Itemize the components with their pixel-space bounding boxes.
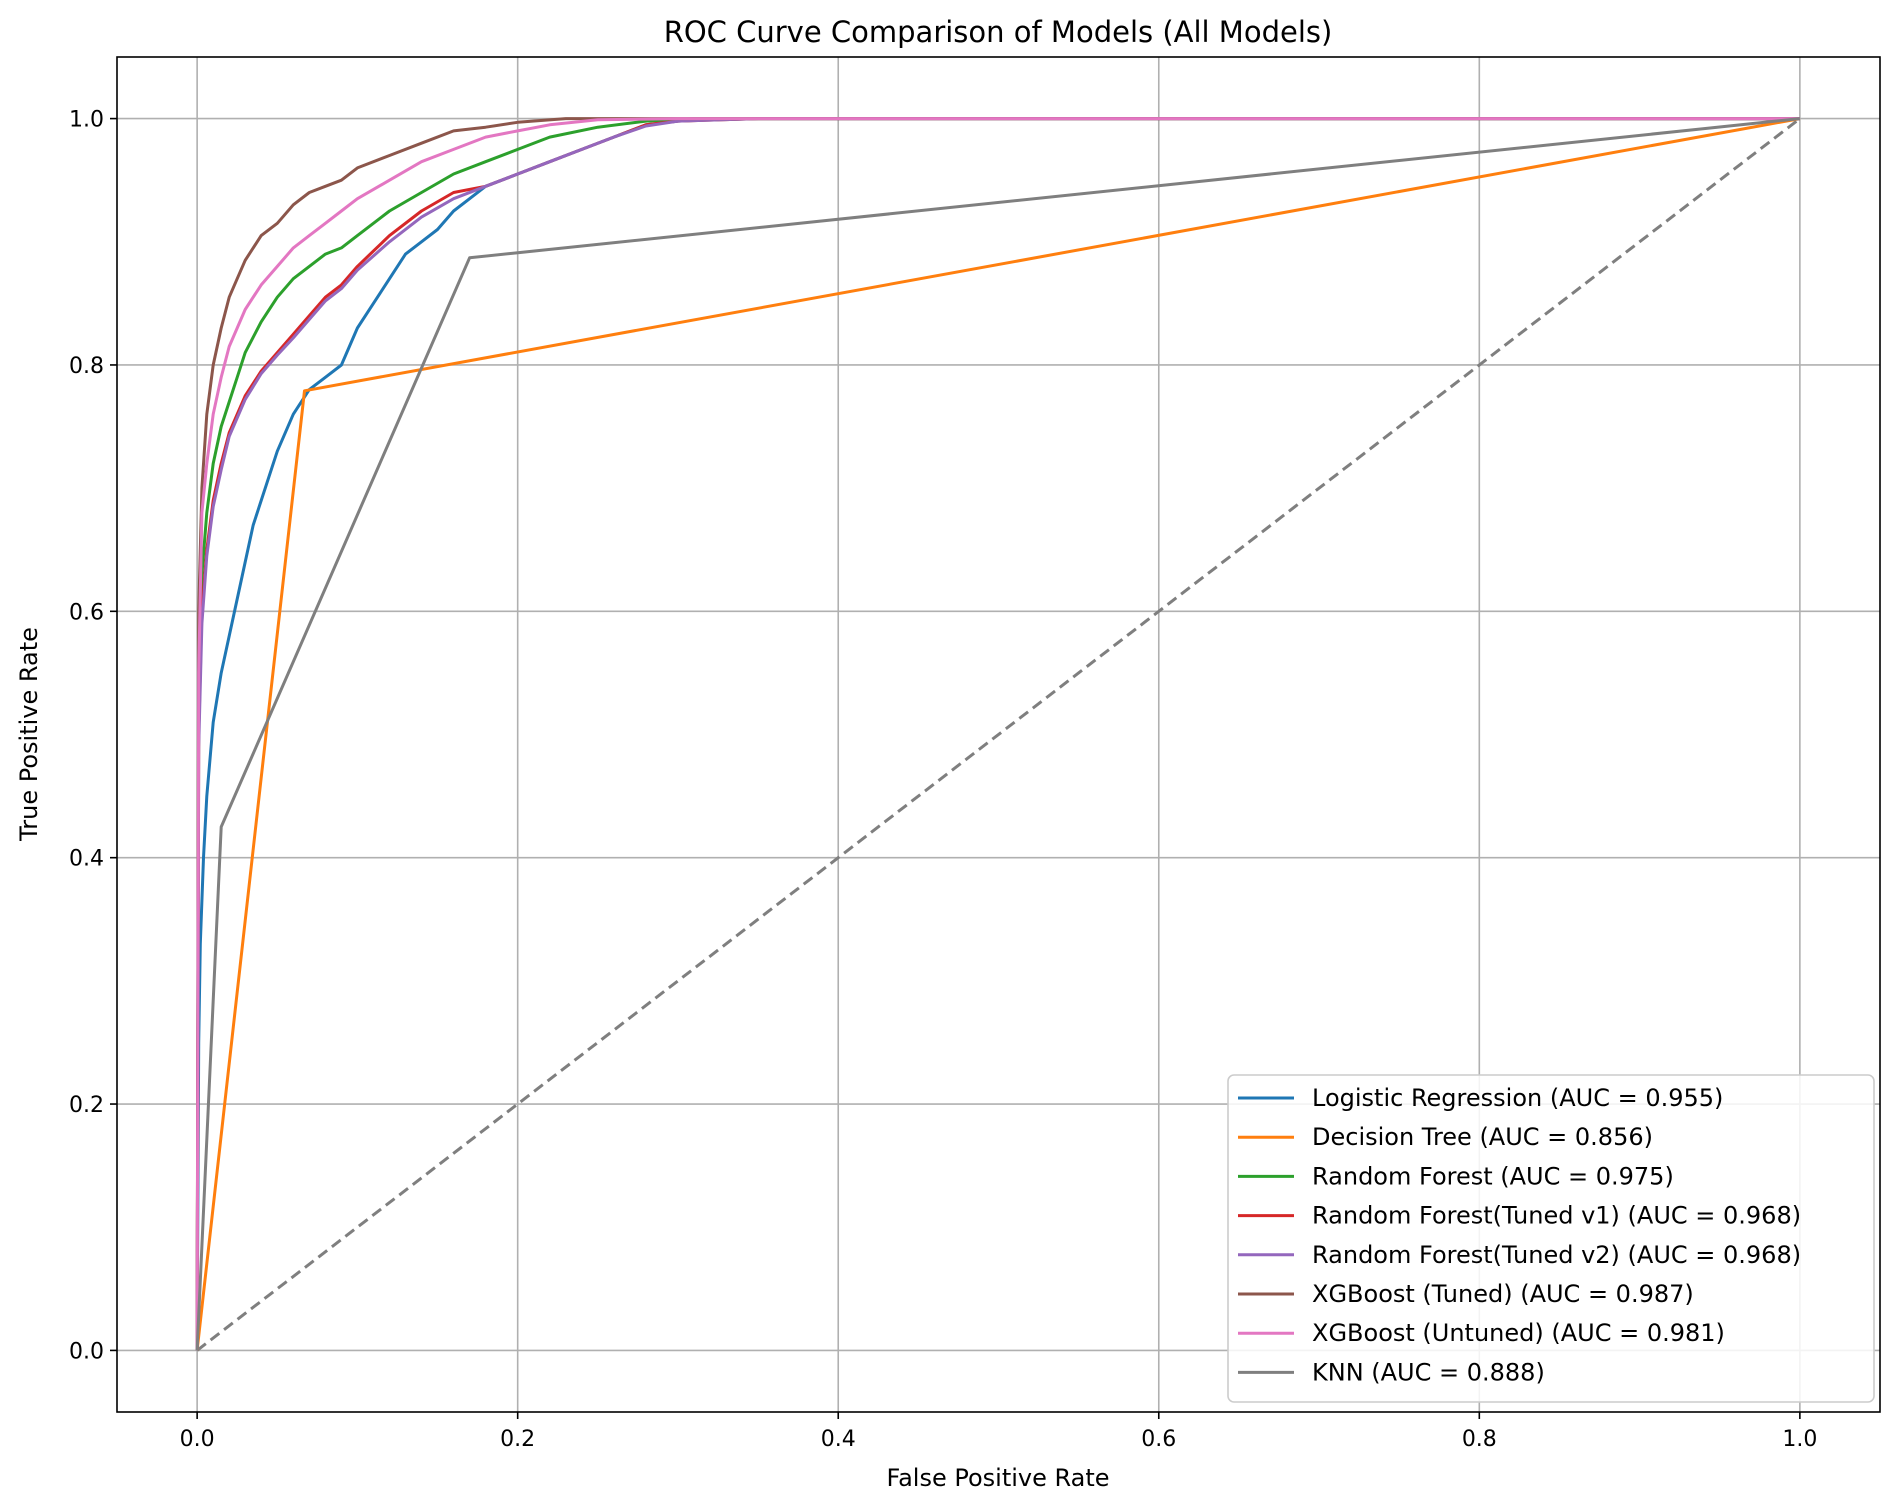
ticks (110, 117, 1801, 1419)
series-line (195, 117, 1800, 1351)
series-line (195, 117, 1801, 1351)
y-axis-label: True Positive Rate (15, 627, 43, 842)
series-line (195, 117, 1800, 1351)
legend: Logistic Regression (AUC = 0.955) Decisio… (1227, 1074, 1875, 1403)
x-tick-label: 0.0 (180, 1427, 215, 1452)
y-tick-label: 1.0 (69, 108, 104, 133)
series-line (195, 117, 1800, 1351)
axes-frame (116, 56, 1881, 1413)
y-tick-labels: 0.0 0.2 0.4 0.6 0.8 1.0 (69, 108, 104, 1365)
series-line (195, 117, 1800, 1351)
y-tick-label: 0.6 (69, 600, 104, 625)
series-lines (195, 117, 1801, 1351)
y-tick-label: 0.2 (69, 1093, 104, 1118)
legend-label: KNN (AUC = 0.888) (1312, 1358, 1545, 1386)
legend-label: Decision Tree (AUC = 0.856) (1312, 1123, 1653, 1151)
y-tick-label: 0.4 (69, 847, 104, 872)
x-tick-labels: 0.0 0.2 0.4 0.6 0.8 1.0 (180, 1427, 1818, 1452)
reference-diagonal (196, 117, 1801, 1352)
x-axis-label: False Positive Rate (886, 1464, 1109, 1492)
legend-label: Random Forest (AUC = 0.975) (1312, 1162, 1674, 1190)
legend-label: XGBoost (Tuned) (AUC = 0.987) (1312, 1280, 1694, 1308)
y-tick-label: 0.0 (69, 1339, 104, 1364)
x-tick-label: 0.8 (1462, 1427, 1497, 1452)
legend-label: Random Forest(Tuned v2) (AUC = 0.968) (1312, 1241, 1801, 1269)
legend-label: XGBoost (Untuned) (AUC = 0.981) (1312, 1319, 1725, 1347)
x-tick-label: 0.6 (1141, 1427, 1176, 1452)
legend-label: Random Forest(Tuned v1) (AUC = 0.968) (1312, 1202, 1801, 1230)
legend-box (1227, 1074, 1875, 1403)
x-tick-label: 1.0 (1782, 1427, 1817, 1452)
reference-line (196, 117, 1801, 1352)
grid (117, 57, 1880, 1412)
series-line (195, 117, 1801, 1351)
x-tick-label: 0.4 (821, 1427, 856, 1452)
x-tick-label: 0.2 (500, 1427, 535, 1452)
legend-label: Logistic Regression (AUC = 0.955) (1312, 1084, 1723, 1112)
chart-title: ROC Curve Comparison of Models (All Mode… (664, 15, 1333, 49)
y-tick-label: 0.8 (69, 354, 104, 379)
legend-entries: Logistic Regression (AUC = 0.955) Decisio… (1238, 1084, 1801, 1386)
